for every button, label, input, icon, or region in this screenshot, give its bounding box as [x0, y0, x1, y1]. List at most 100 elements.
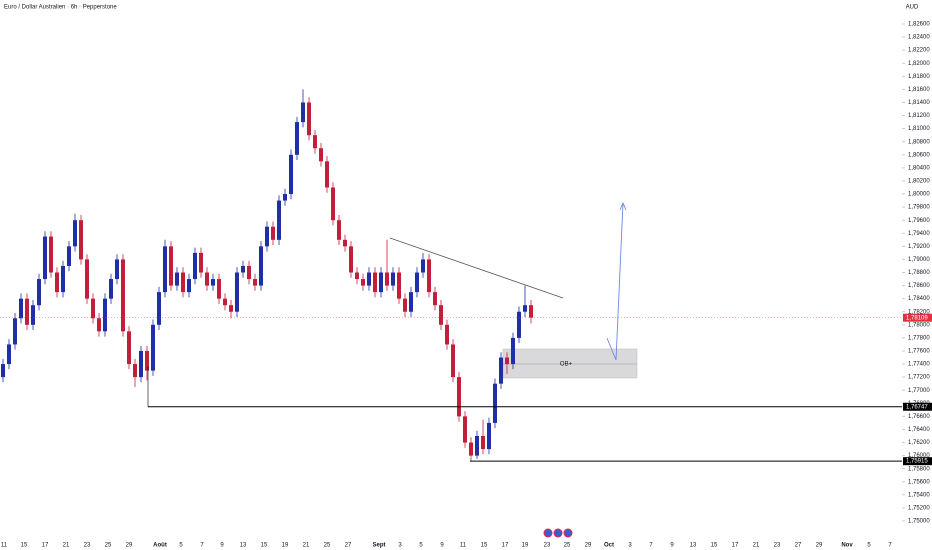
candle-body: [361, 279, 365, 286]
x-tick-label: 23: [774, 543, 781, 549]
y-tick-label: 1,76200: [908, 440, 930, 446]
y-tick-label: 1,81200: [908, 113, 930, 119]
candle-body: [409, 292, 413, 312]
candle-body: [421, 259, 425, 273]
y-tick-label: 1,81400: [908, 100, 930, 106]
candle-body: [301, 102, 305, 123]
candle-body: [253, 279, 257, 286]
x-tick-label: 29: [585, 543, 592, 549]
y-tick-label: 1,75000: [908, 519, 930, 525]
candle-body: [169, 246, 173, 286]
y-tick-label: 1,75200: [908, 505, 930, 511]
candle-body: [451, 344, 455, 378]
y-tick-label: 1,80400: [908, 165, 930, 171]
x-tick-label: 15: [21, 543, 28, 549]
candle-body: [91, 298, 95, 319]
bottom-icons[interactable]: [543, 528, 573, 538]
y-tick-label: 1,75600: [908, 479, 930, 485]
candle-body: [385, 272, 389, 286]
x-tick-label: 17: [732, 543, 739, 549]
candle-body: [175, 272, 179, 286]
y-tick-label: 1,78000: [908, 322, 930, 328]
candle-body: [229, 305, 233, 312]
x-tick-label: 15: [711, 543, 718, 549]
y-tick-label: 1,81000: [908, 126, 930, 132]
x-tick-label: 11: [460, 543, 467, 549]
candle-body: [517, 311, 521, 338]
x-tick-label: 29: [126, 543, 133, 549]
candle-body: [109, 279, 113, 299]
y-tick-label: 1,79600: [908, 218, 930, 224]
candle-body: [331, 187, 335, 221]
x-tick-label: 25: [324, 543, 331, 549]
candle-body: [223, 298, 227, 306]
trendline: [389, 237, 564, 299]
candle-body: [157, 292, 161, 325]
y-tick-label: 1,79800: [908, 205, 930, 211]
x-tick-label: 21: [753, 543, 760, 549]
icon[interactable]: [543, 528, 553, 538]
x-tick-label: 5: [419, 543, 423, 549]
icon[interactable]: [563, 528, 573, 538]
x-tick-label: 7: [200, 543, 204, 549]
candle-body: [79, 220, 83, 260]
y-tick-label: 1,80800: [908, 139, 930, 145]
x-tick-label: 19: [522, 543, 529, 549]
candle-body: [211, 279, 215, 286]
y-tick-label: 1,77200: [908, 375, 930, 381]
candle-body: [445, 324, 449, 345]
candle-body: [145, 350, 149, 371]
y-tick-label: 1,78200: [908, 309, 930, 315]
candle-body: [121, 259, 125, 332]
y-tick-label: 1,79000: [908, 257, 930, 263]
x-tick-label: 9: [440, 543, 444, 549]
x-tick-label: Nov: [841, 543, 853, 549]
x-tick-label: 23: [84, 543, 91, 549]
candle-body: [97, 318, 101, 332]
x-tick-label: 21: [303, 543, 310, 549]
x-tick-label: 17: [502, 543, 509, 549]
candle-body: [61, 265, 65, 293]
candle-body: [217, 279, 221, 299]
x-tick-label: 25: [105, 543, 112, 549]
candle-body: [379, 272, 383, 293]
x-tick-label: 15: [261, 543, 268, 549]
y-tick-label: 1,82400: [908, 35, 930, 41]
x-tick-label: 11: [1, 543, 8, 549]
candle-body: [187, 279, 191, 293]
x-tick-label: 29: [816, 543, 823, 549]
x-tick-label: 27: [795, 543, 802, 549]
x-tick-label: 15: [481, 543, 488, 549]
candle-body: [181, 272, 185, 293]
level-tag: [903, 402, 932, 411]
candle-body: [469, 442, 473, 456]
x-tick-label: 5: [179, 543, 183, 549]
y-tick-label: 1,81800: [908, 74, 930, 80]
x-tick-label: 13: [240, 543, 247, 549]
y-tick-label: 1,75400: [908, 492, 930, 498]
y-tick-label: 1,82600: [908, 22, 930, 28]
candle-body: [397, 272, 401, 299]
candle-body: [337, 220, 341, 240]
x-tick-label: Août: [153, 543, 167, 549]
candle-body: [49, 236, 53, 273]
candle-body: [319, 148, 323, 162]
icon[interactable]: [553, 528, 563, 538]
candle-body: [205, 272, 209, 286]
x-tick-label: 9: [220, 543, 224, 549]
projection-arrow-head: [619, 201, 627, 211]
candle-body: [7, 344, 11, 365]
candle-body: [433, 292, 437, 306]
candle-body: [139, 350, 143, 378]
candle-body: [391, 272, 395, 286]
candle-body: [523, 305, 527, 312]
y-tick-label: 1,79200: [908, 244, 930, 250]
candle-body: [415, 272, 419, 293]
candle-body: [487, 422, 491, 450]
y-tick-label: 1,75800: [908, 466, 930, 472]
y-tick-label: 1,80200: [908, 179, 930, 185]
candle-body: [295, 122, 299, 155]
y-tick-label: 1,76000: [908, 453, 930, 459]
candle-body: [475, 435, 479, 456]
current-price-label: 1,78109: [906, 315, 928, 321]
